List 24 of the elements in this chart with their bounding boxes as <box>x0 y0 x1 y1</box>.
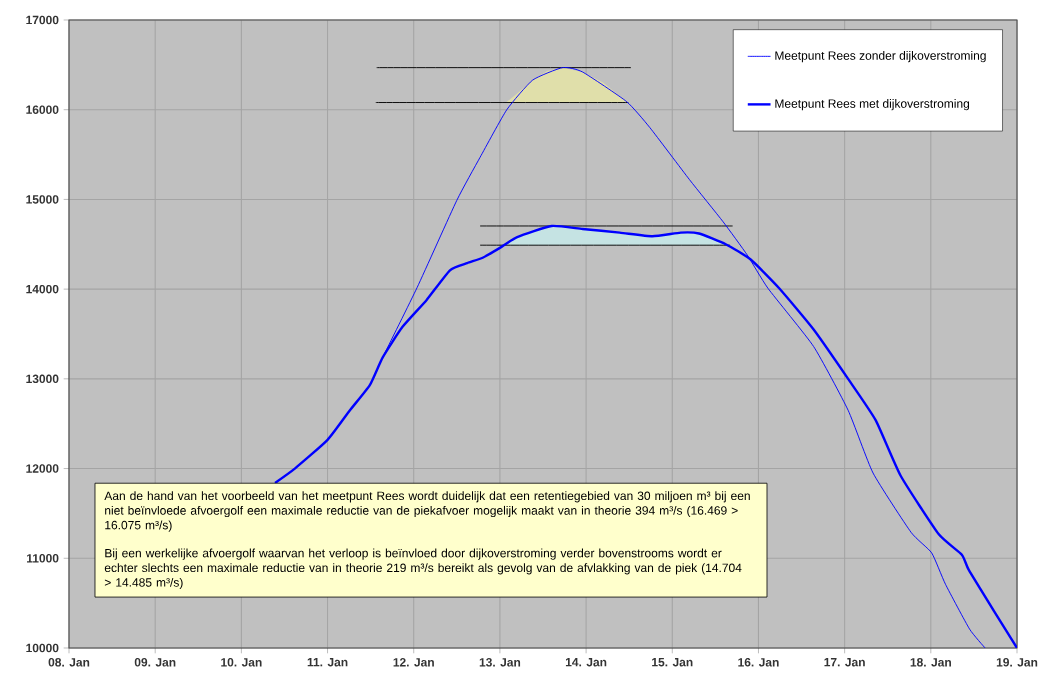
legend-label: Meetpunt Rees met dijkoverstroming <box>775 99 970 111</box>
x-tick-label: 09. Jan <box>134 658 176 667</box>
y-tick-label: 10000 <box>26 643 59 653</box>
x-tick-label: 17. Jan <box>824 658 865 667</box>
y-tick-label: 13000 <box>26 374 59 384</box>
x-tick-label: 14. Jan <box>565 658 607 667</box>
y-tick-label: 11000 <box>27 554 59 563</box>
y-tick-label: 17000 <box>26 15 59 25</box>
x-tick-label: 11. Jan <box>307 658 348 667</box>
y-tick-label: 12000 <box>26 464 59 473</box>
x-tick-label: 18. Jan <box>910 658 951 667</box>
annotation: Aan de hand van het voorbeeld van het meetpunt Rees wordt duidelijk dat een retentiegebied van 30 miljoen m³ bij een niet beïnvloede afvoergolf een maximale reductie van de piekafvoer mogelijk maakt van in theorie 394 m³/s (16.469 > 16.075 m³/s) <box>104 491 750 532</box>
y-tick-label: 16000 <box>26 105 59 114</box>
x-tick-label: 15. Jan <box>652 658 693 667</box>
x-tick-label: 10. Jan <box>221 658 262 667</box>
y-tick-label: 15000 <box>26 195 59 204</box>
legend-label: Meetpunt Rees zonder dijkoverstroming <box>775 51 986 63</box>
x-tick-label: 19. Jan <box>996 658 1038 667</box>
annotation: Bij een werkelijke afvoergolf waarvan het verloop is beïnvloed door dijkoverstroming verder bovenstrooms wordt er echter slechts een maximale reductie van in theorie 219 m³/s bereikt als gevolg van de afvlakking van de piek (14.704 > 14.485 m³/s) <box>104 548 742 590</box>
x-tick-label: 12. Jan <box>393 658 434 667</box>
x-tick-label: 16. Jan <box>738 658 779 667</box>
x-tick-label: 08. Jan <box>48 658 90 667</box>
y-tick-label: 14000 <box>26 284 59 294</box>
x-tick-label: 13. Jan <box>479 658 521 667</box>
